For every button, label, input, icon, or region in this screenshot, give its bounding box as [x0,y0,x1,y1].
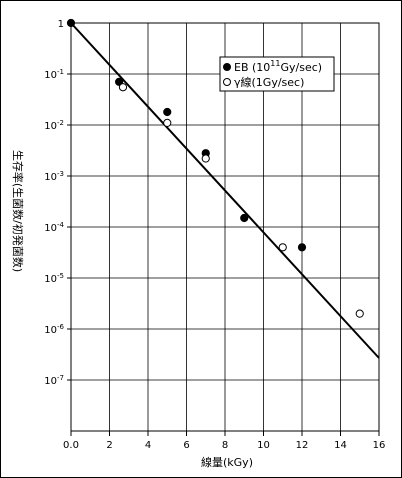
y-tick-label: 10-5 [44,272,64,285]
y-tick-label: 10-7 [44,374,64,387]
data-point-gamma [201,154,210,163]
data-point-gamma [278,243,287,252]
data-points [66,18,364,318]
legend-marker-eb [223,63,231,71]
y-axis-ticks: 1 10-1 10-2 10-3 10-4 10-5 10-6 10-7 [44,19,71,387]
y-axis-title: 生存率(生菌数/初発菌数) [11,150,25,272]
fit-line-group [70,22,380,359]
y-tick-label: 10-4 [44,221,64,234]
legend-label-gamma: γ線(1Gy/sec) [234,75,304,89]
x-tick-label: 12 [296,440,309,451]
y-tick-label: 10-6 [44,323,64,336]
x-tick-label: 6 [183,440,189,451]
x-tick-label: 14 [334,440,347,451]
data-point-gamma [355,309,364,318]
x-tick-label: 8 [222,440,228,451]
data-point-eb [240,213,249,223]
legend-marker-gamma [223,78,231,86]
y-tick-label: 10-3 [44,170,64,183]
data-point-gamma [163,118,172,127]
x-tick-label: 0.0 [63,440,79,451]
x-tick-label: 2 [106,440,112,451]
y-tick-label: 1 [58,19,64,30]
x-tick-label: 16 [373,440,386,451]
x-axis-ticks: 0.0 2 4 6 8 10 12 14 16 [63,431,385,451]
legend: EB (1011Gy/sec) γ線(1Gy/sec) [219,56,335,92]
x-tick-label: 4 [145,440,151,451]
data-point-gamma [118,83,128,92]
fit-line [70,22,380,359]
legend-label-eb: EB (1011Gy/sec) [234,59,322,74]
data-point-eb [163,107,172,117]
data-point-eb [297,243,307,252]
x-tick-label: 10 [257,440,270,451]
y-tick-label: 10-1 [44,68,64,81]
y-tick-label: 10-2 [44,119,64,132]
x-axis-title: 線量(kGy) [201,455,253,469]
legend-box [219,56,335,92]
